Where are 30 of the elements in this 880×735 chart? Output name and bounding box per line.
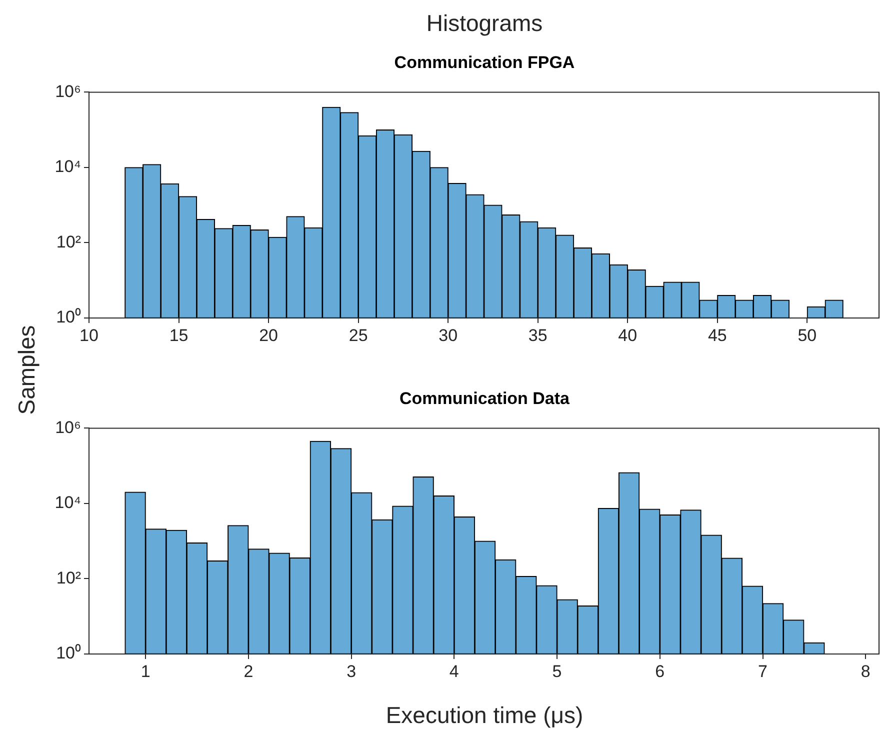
y-tick-label: 10⁰ [56, 644, 81, 663]
y-tick-label: 10⁰ [56, 308, 81, 327]
y-tick-label: 10⁴ [54, 157, 81, 176]
y-tick-label: 10⁶ [55, 82, 81, 101]
x-tick-label: 25 [348, 326, 368, 345]
x-tick-label: 15 [169, 326, 188, 345]
y-tick-label: 10² [56, 568, 82, 588]
x-tick-label: 20 [259, 326, 278, 345]
chart-subtitle: Communication FPGA [393, 53, 576, 73]
x-tick-label: 45 [708, 326, 727, 345]
chart-title: Histograms [425, 10, 544, 37]
x-axis-title: Execution time (μs) [384, 702, 584, 729]
x-tick-label: 2 [244, 662, 254, 681]
x-tick-label: 8 [860, 662, 870, 681]
x-tick-label: 5 [552, 662, 562, 681]
x-tick-label: 35 [528, 326, 548, 345]
x-tick-label: 1 [140, 662, 150, 681]
x-tick-label: 3 [346, 662, 356, 681]
x-tick-label: 10 [80, 326, 98, 345]
x-tick-label: 40 [618, 326, 638, 345]
x-tick-label: 30 [438, 326, 458, 345]
x-tick-label: 50 [798, 326, 817, 345]
chart-title: Communication Data [398, 389, 571, 409]
x-tick-label: 6 [655, 662, 665, 681]
y-tick-label: 10⁶ [55, 418, 81, 437]
x-tick-label: 4 [449, 662, 459, 681]
y-axis-title: Samples [14, 325, 40, 415]
y-tick-label: 10⁴ [54, 493, 81, 512]
y-tick-label: 10² [56, 232, 82, 252]
x-tick-label: 7 [758, 662, 768, 681]
